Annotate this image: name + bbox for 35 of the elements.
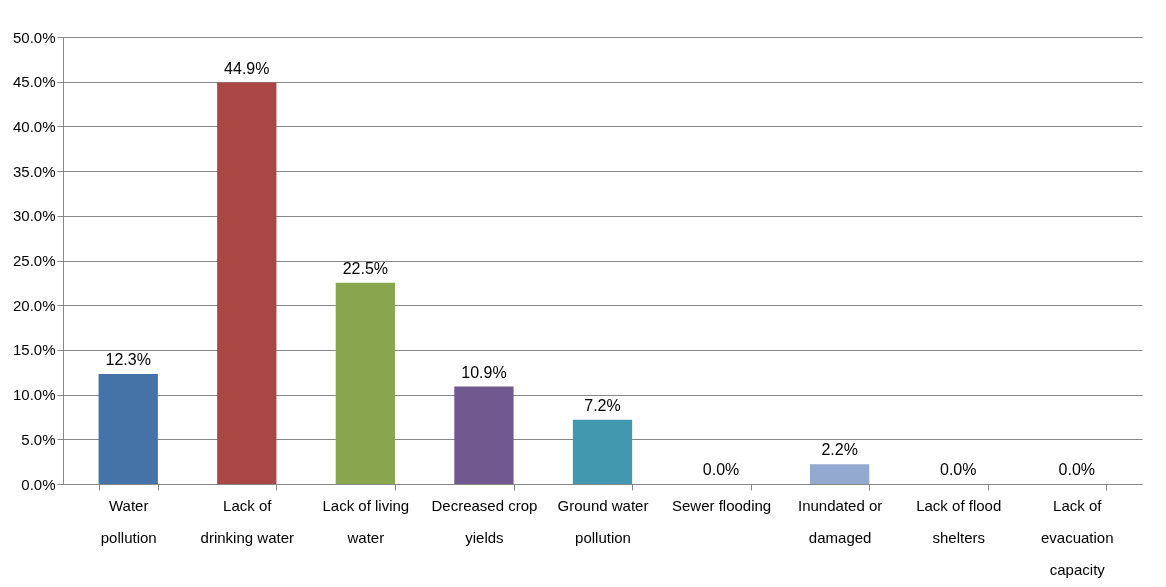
y-tick-label: 10.0%: [12, 386, 56, 404]
data-label: 7.2%: [584, 396, 621, 414]
data-label: 0.0%: [1058, 461, 1096, 478]
bar: [810, 464, 870, 484]
x-tick-label: Lack of living water: [322, 496, 410, 546]
data-label: 44.9%: [224, 59, 270, 77]
x-tick-label: Lack of drinking water: [200, 496, 294, 546]
x-tick-label: Ground water pollution: [557, 496, 649, 546]
y-tick-label: 50.0%: [12, 28, 56, 46]
bar: [572, 419, 633, 484]
x-tick-label: Decreased crop yields: [431, 496, 538, 546]
x-tick-label: Sewer flooding: [671, 496, 772, 514]
y-tick-label: 45.0%: [12, 73, 56, 91]
x-tick-label: Inundated or damaged: [798, 496, 883, 546]
data-label: 0.0%: [702, 461, 740, 478]
data-label: 2.2%: [821, 441, 858, 459]
y-tick-label: 25.0%: [12, 252, 56, 269]
data-label: 22.5%: [342, 259, 389, 277]
bar: [217, 82, 277, 484]
x-tick-label: Lack of flood shelters: [916, 496, 1002, 546]
bar: [454, 386, 514, 484]
bar: [335, 282, 395, 484]
x-tick-label: Lack of evacuation capacity: [1041, 496, 1114, 578]
y-tick-label: 5.0%: [21, 430, 56, 448]
data-label: 10.9%: [461, 363, 507, 381]
data-label: 12.3%: [105, 351, 151, 369]
x-tick-label: Water pollution: [100, 496, 157, 546]
y-tick-label: 30.0%: [12, 207, 56, 225]
y-tick-label: 35.0%: [12, 162, 56, 180]
y-tick-label: 0.0%: [21, 475, 56, 493]
bar: [98, 374, 158, 484]
y-tick-label: 40.0%: [12, 117, 56, 135]
data-label: 0.0%: [939, 461, 977, 478]
y-tick-label: 15.0%: [12, 341, 56, 359]
y-tick-label: 20.0%: [12, 296, 56, 314]
